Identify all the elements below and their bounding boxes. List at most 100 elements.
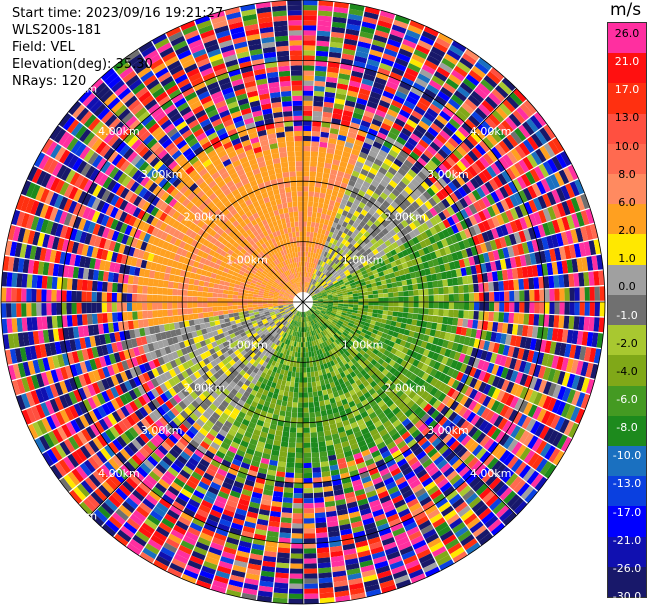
- ray-gate: [369, 49, 383, 58]
- ray-gate: [360, 209, 368, 217]
- ray-gate: [278, 389, 285, 396]
- ray-gate: [317, 296, 323, 299]
- ray-gate: [495, 260, 502, 271]
- ray-gate: [516, 267, 524, 279]
- ray-gate: [529, 168, 541, 183]
- ray-gate: [512, 178, 523, 192]
- ray-gate: [316, 166, 324, 173]
- ray-gate: [427, 281, 434, 289]
- ray-gate: [367, 308, 374, 313]
- ray-gate: [343, 38, 358, 46]
- ray-gate: [393, 197, 403, 206]
- ray-gate: [426, 145, 438, 156]
- ray-gate: [451, 224, 459, 234]
- ray-gate: [424, 238, 432, 247]
- ray-gate: [574, 179, 585, 195]
- ray-gate: [599, 302, 605, 317]
- ray-gate: [360, 83, 373, 92]
- ray-gate: [392, 311, 399, 317]
- ray-gate: [455, 110, 468, 122]
- ray-gate: [433, 233, 441, 243]
- ray-gate: [339, 272, 346, 278]
- ray-gate: [397, 264, 404, 271]
- ray-gate: [299, 337, 302, 343]
- ray-gate: [303, 362, 307, 368]
- ray-gate: [322, 274, 327, 280]
- ray-gate: [303, 196, 309, 202]
- ray-gate: [462, 52, 477, 66]
- ray-gate: [295, 462, 303, 469]
- ray-gate: [536, 326, 544, 339]
- ray-gate: [351, 254, 358, 261]
- ray-gate: [305, 287, 307, 293]
- ray-gate: [359, 124, 369, 133]
- ray-gate: [424, 177, 434, 187]
- ray-gate: [396, 136, 407, 146]
- ray-gate: [509, 257, 517, 269]
- ray-gate: [314, 80, 326, 87]
- ray-gate: [402, 312, 409, 319]
- ray-gate: [305, 272, 308, 278]
- ray-gate: [347, 266, 354, 272]
- ray-gate: [408, 302, 414, 308]
- ray-gate: [305, 251, 309, 257]
- ray-gate: [455, 200, 464, 211]
- ray-gate: [330, 169, 338, 176]
- ray-gate: [364, 137, 374, 146]
- ray-gate: [303, 221, 307, 227]
- ray-gate: [420, 255, 428, 263]
- ray-gate: [549, 341, 557, 355]
- ray-gate: [278, 456, 287, 463]
- ray-gate: [441, 144, 452, 156]
- ray-gate: [333, 11, 348, 19]
- ray-gate: [414, 174, 424, 185]
- ray-gate: [389, 229, 397, 237]
- ray-gate: [314, 288, 319, 293]
- ray-gate: [390, 162, 401, 172]
- ray-gate: [473, 127, 486, 140]
- ray-gate: [367, 227, 374, 235]
- ray-gate: [425, 253, 433, 261]
- ray-gate: [344, 240, 351, 248]
- ray-gate: [312, 121, 322, 127]
- ray-gate: [293, 498, 303, 504]
- ray-gate: [496, 214, 505, 226]
- ray-gate: [293, 392, 299, 398]
- ray-gate: [320, 456, 329, 463]
- ray-gate: [526, 265, 534, 278]
- ray-gate: [312, 304, 318, 306]
- ray-gate: [500, 211, 510, 224]
- ray-gate: [335, 234, 341, 241]
- ray-gate: [468, 310, 474, 320]
- ray-gate: [427, 260, 435, 268]
- ray-gate: [318, 395, 324, 402]
- ray-gate: [503, 183, 514, 196]
- ray-gate: [371, 282, 377, 288]
- ray-gate: [288, 437, 296, 443]
- ray-gate: [288, 598, 303, 604]
- ray-gate: [338, 262, 344, 269]
- ray-gate: [431, 242, 440, 251]
- ray-gate: [321, 229, 326, 235]
- ray-gate: [303, 181, 309, 187]
- ray-gate: [397, 251, 404, 259]
- ray-gate: [318, 146, 327, 153]
- ray-gate: [342, 292, 348, 296]
- ray-gate: [344, 216, 351, 224]
- ray-gate: [407, 24, 423, 35]
- ray-gate: [552, 137, 564, 153]
- ray-gate: [347, 18, 362, 26]
- ray-gate: [486, 218, 496, 230]
- ray-gate: [468, 226, 477, 237]
- ray-gate: [434, 249, 442, 258]
- ray-gate: [330, 249, 336, 256]
- ray-gate: [347, 294, 353, 298]
- ray-gate: [459, 172, 470, 183]
- ray-gate: [356, 238, 364, 245]
- ray-gate: [493, 126, 506, 140]
- ray-gate: [481, 120, 493, 133]
- ray-gate: [315, 269, 319, 275]
- ray-gate: [331, 291, 337, 295]
- ray-gate: [415, 44, 430, 55]
- ray-gate: [504, 291, 510, 302]
